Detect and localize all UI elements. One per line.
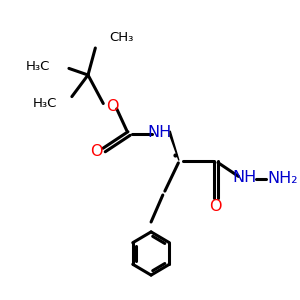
Text: H₃C: H₃C xyxy=(33,97,57,110)
Text: CH₃: CH₃ xyxy=(110,31,134,44)
Text: O: O xyxy=(106,99,118,114)
Text: O: O xyxy=(209,199,222,214)
Text: O: O xyxy=(90,144,102,159)
Polygon shape xyxy=(170,131,179,161)
Text: NH₂: NH₂ xyxy=(267,171,298,186)
Text: NH: NH xyxy=(233,170,257,185)
Text: NH: NH xyxy=(148,125,172,140)
Text: H₃C: H₃C xyxy=(26,59,50,73)
